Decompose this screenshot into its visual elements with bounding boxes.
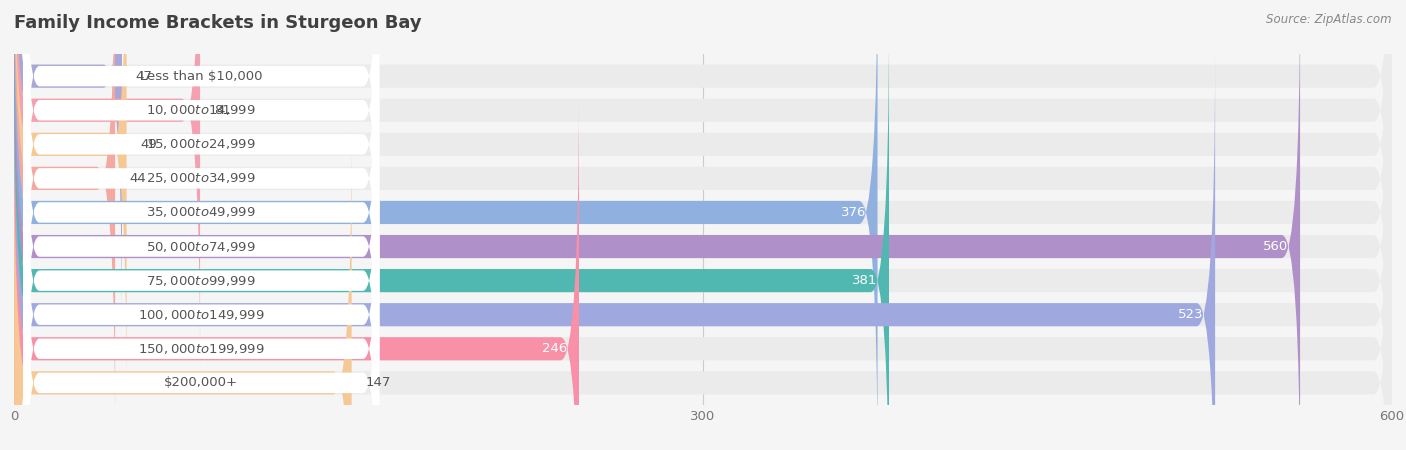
FancyBboxPatch shape bbox=[14, 0, 200, 371]
FancyBboxPatch shape bbox=[14, 122, 1392, 450]
FancyBboxPatch shape bbox=[14, 0, 1392, 439]
Text: $75,000 to $99,999: $75,000 to $99,999 bbox=[146, 274, 256, 288]
Text: 49: 49 bbox=[141, 138, 157, 151]
Text: $10,000 to $14,999: $10,000 to $14,999 bbox=[146, 103, 256, 117]
FancyBboxPatch shape bbox=[24, 0, 380, 305]
Text: 44: 44 bbox=[129, 172, 146, 185]
Text: Family Income Brackets in Sturgeon Bay: Family Income Brackets in Sturgeon Bay bbox=[14, 14, 422, 32]
Text: 81: 81 bbox=[214, 104, 231, 117]
FancyBboxPatch shape bbox=[14, 88, 1392, 450]
FancyBboxPatch shape bbox=[14, 0, 1392, 450]
FancyBboxPatch shape bbox=[24, 0, 380, 338]
FancyBboxPatch shape bbox=[14, 0, 1392, 337]
FancyBboxPatch shape bbox=[24, 0, 380, 373]
Text: 47: 47 bbox=[136, 70, 153, 83]
FancyBboxPatch shape bbox=[24, 154, 380, 450]
FancyBboxPatch shape bbox=[14, 54, 1215, 450]
FancyBboxPatch shape bbox=[14, 0, 122, 337]
FancyBboxPatch shape bbox=[14, 54, 1392, 450]
Text: $25,000 to $34,999: $25,000 to $34,999 bbox=[146, 171, 256, 185]
FancyBboxPatch shape bbox=[14, 0, 1392, 450]
FancyBboxPatch shape bbox=[14, 0, 1392, 371]
Text: 246: 246 bbox=[543, 342, 568, 355]
Text: $35,000 to $49,999: $35,000 to $49,999 bbox=[146, 206, 256, 220]
Text: 381: 381 bbox=[852, 274, 877, 287]
FancyBboxPatch shape bbox=[24, 0, 380, 441]
Text: $150,000 to $199,999: $150,000 to $199,999 bbox=[138, 342, 264, 356]
Text: $15,000 to $24,999: $15,000 to $24,999 bbox=[146, 137, 256, 151]
FancyBboxPatch shape bbox=[14, 0, 1301, 450]
Text: Less than $10,000: Less than $10,000 bbox=[141, 70, 263, 83]
FancyBboxPatch shape bbox=[14, 20, 889, 450]
FancyBboxPatch shape bbox=[14, 88, 579, 450]
Text: $200,000+: $200,000+ bbox=[165, 376, 238, 389]
Text: Source: ZipAtlas.com: Source: ZipAtlas.com bbox=[1267, 14, 1392, 27]
FancyBboxPatch shape bbox=[24, 52, 380, 450]
Text: $50,000 to $74,999: $50,000 to $74,999 bbox=[146, 239, 256, 253]
FancyBboxPatch shape bbox=[14, 0, 115, 439]
FancyBboxPatch shape bbox=[24, 0, 380, 407]
FancyBboxPatch shape bbox=[24, 121, 380, 450]
Text: $100,000 to $149,999: $100,000 to $149,999 bbox=[138, 308, 264, 322]
FancyBboxPatch shape bbox=[24, 18, 380, 450]
Text: 560: 560 bbox=[1264, 240, 1289, 253]
FancyBboxPatch shape bbox=[14, 122, 352, 450]
FancyBboxPatch shape bbox=[14, 0, 877, 450]
Text: 147: 147 bbox=[366, 376, 391, 389]
FancyBboxPatch shape bbox=[14, 20, 1392, 450]
Text: 376: 376 bbox=[841, 206, 866, 219]
Text: 523: 523 bbox=[1178, 308, 1204, 321]
FancyBboxPatch shape bbox=[14, 0, 127, 405]
FancyBboxPatch shape bbox=[14, 0, 1392, 405]
FancyBboxPatch shape bbox=[24, 86, 380, 450]
